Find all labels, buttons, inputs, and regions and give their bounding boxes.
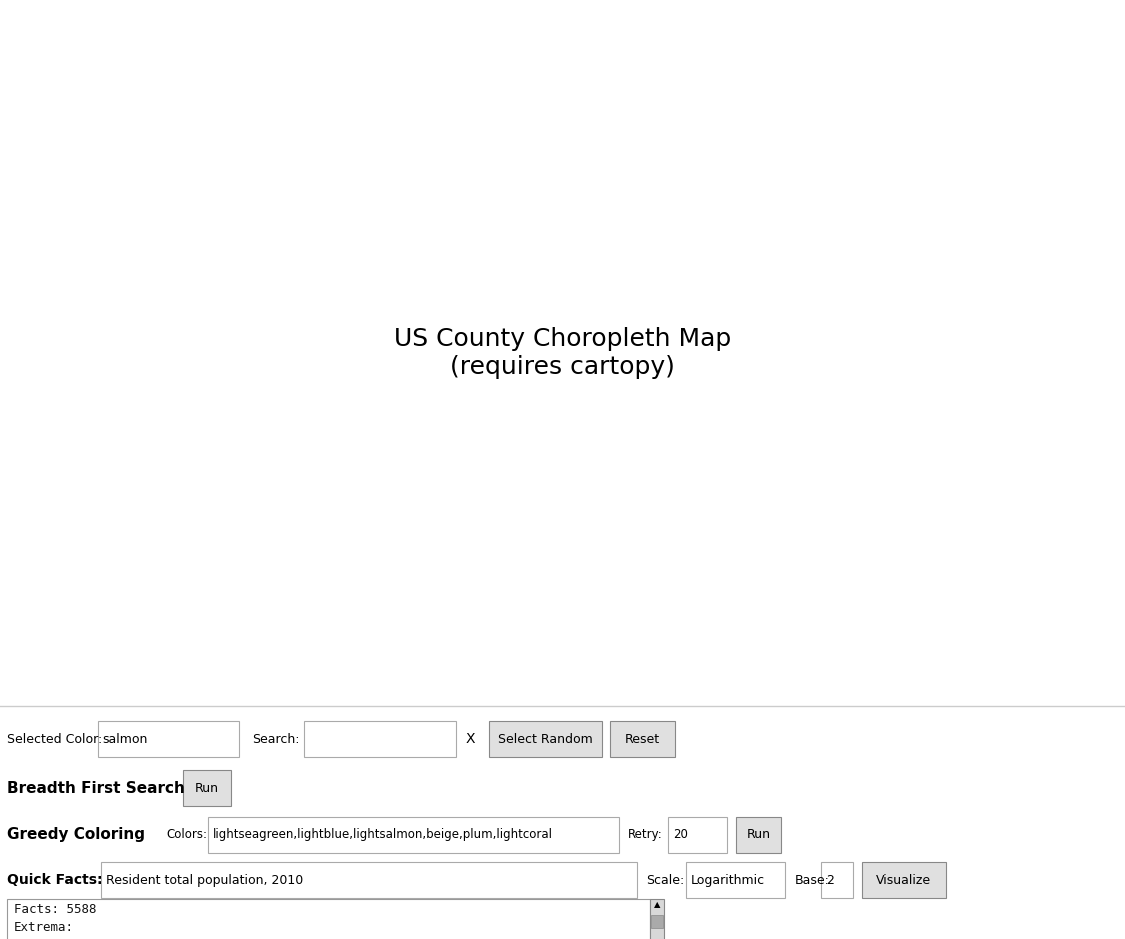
Text: Visualize: Visualize [876, 873, 931, 886]
Bar [651, 915, 663, 928]
Text: ▲: ▲ [654, 901, 660, 909]
Text: 2: 2 [826, 873, 834, 886]
Text: US County Choropleth Map
(requires cartopy): US County Choropleth Map (requires carto… [394, 327, 731, 379]
Bar [736, 817, 781, 853]
Text: lightseagreen,lightblue,lightsalmon,beige,plum,lightcoral: lightseagreen,lightblue,lightsalmon,beig… [213, 828, 552, 841]
Bar [101, 862, 637, 899]
Text: Search:: Search: [252, 732, 299, 746]
Text: Resident total population, 2010: Resident total population, 2010 [106, 873, 303, 886]
Bar [862, 862, 946, 899]
Text: Run: Run [746, 828, 771, 841]
Text: Greedy Coloring: Greedy Coloring [7, 827, 145, 842]
Text: Selected Color:: Selected Color: [7, 732, 102, 746]
Bar [650, 900, 664, 939]
Bar [668, 817, 727, 853]
Bar [7, 900, 650, 939]
Bar [686, 862, 785, 899]
Text: Base:: Base: [794, 873, 829, 886]
Text: 20: 20 [673, 828, 687, 841]
Bar [610, 721, 675, 758]
Text: Run: Run [195, 781, 219, 794]
Text: Colors:: Colors: [166, 828, 207, 841]
Text: salmon: salmon [102, 732, 147, 746]
Text: X: X [466, 732, 475, 747]
Text: Quick Facts:: Quick Facts: [7, 873, 102, 887]
Bar [304, 721, 456, 758]
Bar [489, 721, 602, 758]
Bar [98, 721, 238, 758]
Bar [821, 862, 853, 899]
Text: Breadth First Search: Breadth First Search [7, 780, 184, 795]
Text: Scale:: Scale: [646, 873, 684, 886]
Bar [183, 770, 231, 807]
Text: Reset: Reset [624, 732, 660, 746]
Text: Retry:: Retry: [628, 828, 663, 841]
Bar [208, 817, 619, 853]
Text: Logarithmic: Logarithmic [691, 873, 765, 886]
Text: Facts: 5588
Extrema:
Min: 82 Loving County, TX (48301)
Max: 9818605 Los Angeles : Facts: 5588 Extrema: Min: 82 Loving Coun… [14, 903, 336, 939]
Text: Select Random: Select Random [498, 732, 593, 746]
